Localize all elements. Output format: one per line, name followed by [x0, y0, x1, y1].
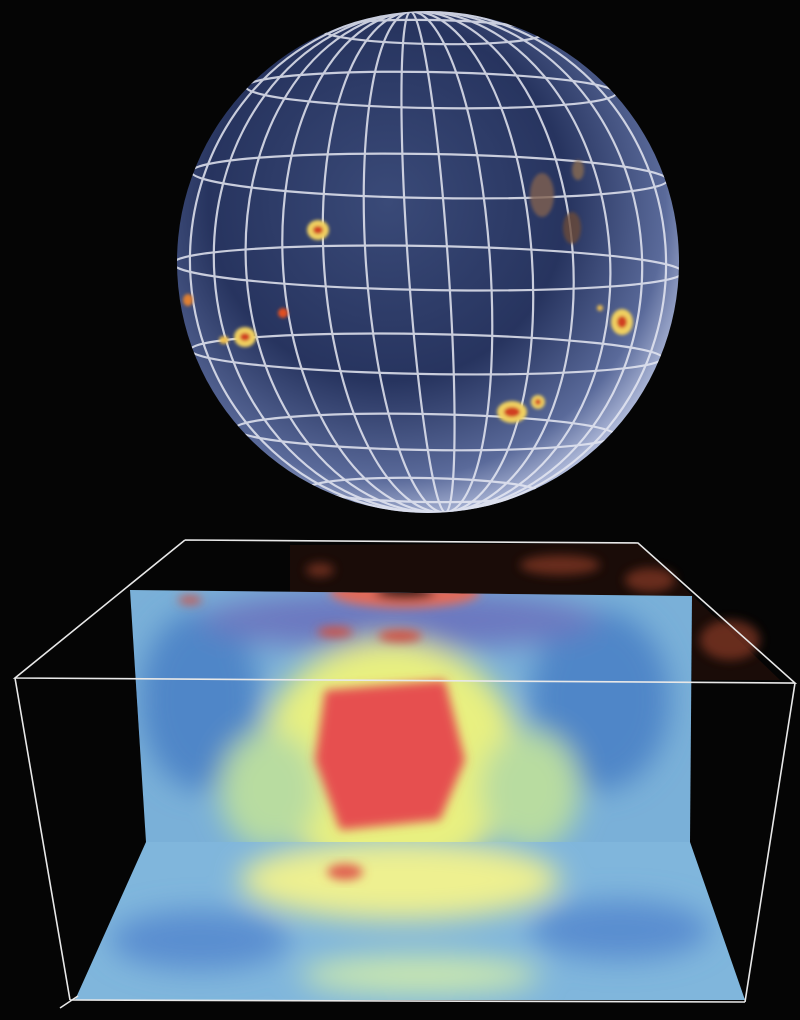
box-frame [12, 539, 798, 1009]
horizontal-slice [75, 842, 745, 1000]
sunspots [183, 160, 633, 423]
surface-texture [290, 543, 780, 680]
vertical-slice [130, 590, 692, 842]
sun-sphere [177, 11, 679, 513]
